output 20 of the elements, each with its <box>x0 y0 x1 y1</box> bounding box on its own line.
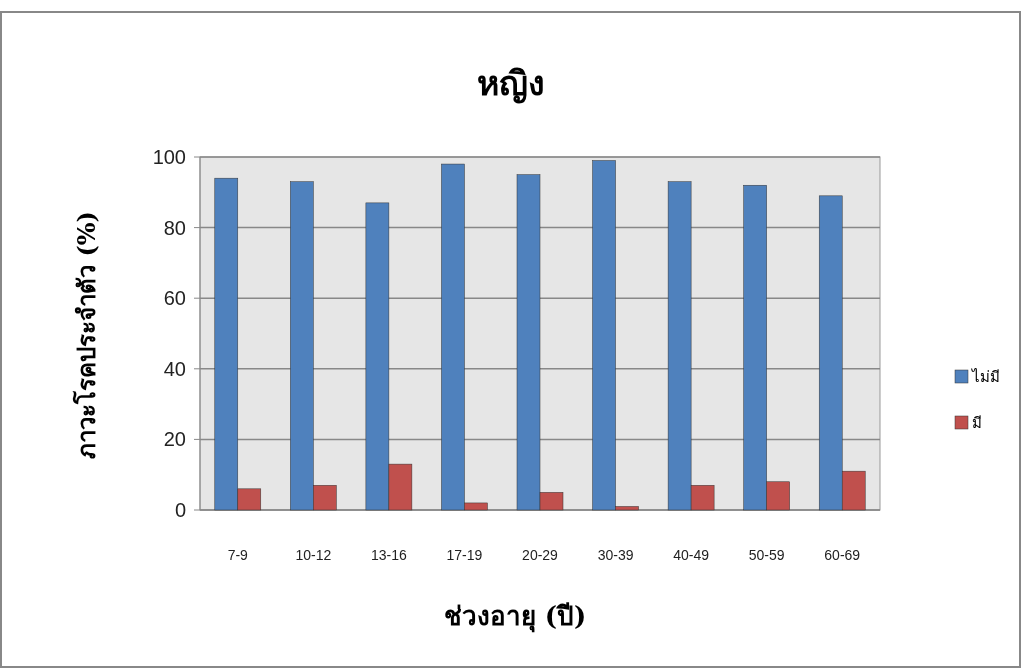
x-tick-label: 13-16 <box>370 547 407 563</box>
legend-label: มี <box>972 414 982 432</box>
x-tick-label: 20-29 <box>522 547 559 563</box>
y-tick-label: 20 <box>163 428 186 451</box>
x-tick-label: 30-39 <box>597 547 634 563</box>
x-tick-label: 17-19 <box>446 547 483 563</box>
legend-label: ไม่มี <box>971 368 1000 386</box>
x-tick-label: 50-59 <box>748 547 785 563</box>
y-tick-label: 0 <box>174 499 186 521</box>
x-tick-label: 10-12 <box>295 547 332 563</box>
chart-title: หญิง <box>476 63 545 104</box>
y-tick-label: 100 <box>152 146 186 168</box>
x-axis-title: ช่วงอายุ (ปี) <box>443 601 587 633</box>
y-tick-label: 60 <box>163 287 186 310</box>
x-tick-label: 7-9 <box>227 547 249 563</box>
y-tick-label: 40 <box>163 357 186 380</box>
y-axis-title: ภาวะโรคประจำตัว (%) <box>72 211 101 459</box>
x-tick-label: 40-49 <box>673 547 710 563</box>
x-tick-label: 60-69 <box>824 547 861 563</box>
y-tick-label: 80 <box>163 216 186 239</box>
